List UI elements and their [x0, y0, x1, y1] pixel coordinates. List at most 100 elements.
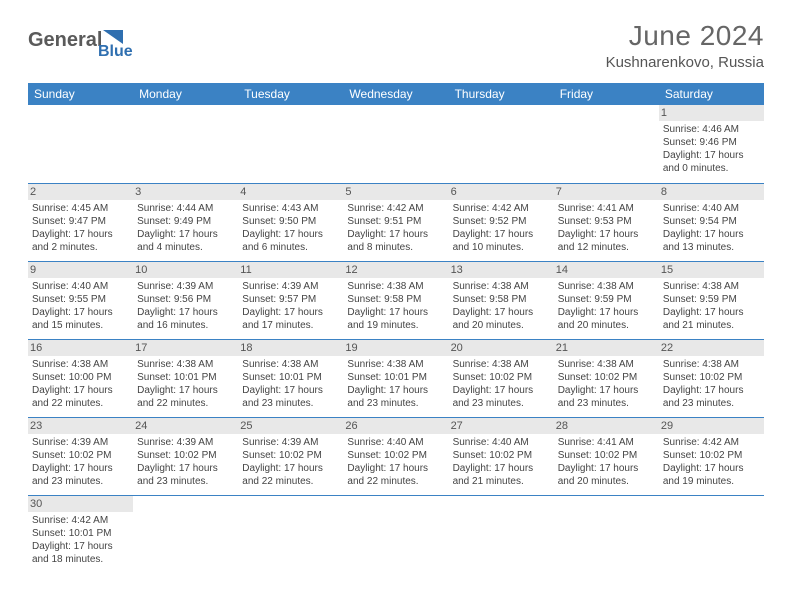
empty-cell [554, 105, 659, 183]
calendar-row: 16 Sunrise: 4:38 AM Sunset: 10:00 PM Daylig… [28, 339, 764, 417]
sunrise-line: Sunrise: 4:38 AM [663, 358, 760, 371]
day-cell: 9Sunrise: 4:40 AMSunset: 9:55 PMDaylight… [28, 261, 133, 339]
day-number: 27 [449, 418, 554, 434]
day-number: 8 [659, 184, 764, 200]
daylight-line: Daylight: 17 hours and 0 minutes. [663, 149, 760, 175]
sunset-line: Sunset: 10:02 PM [663, 449, 760, 462]
calendar-table: SundayMondayTuesdayWednesdayThursdayFrid… [28, 83, 764, 573]
day-number: 30 [28, 496, 133, 512]
sunrise-line: Sunrise: 4:38 AM [347, 358, 444, 371]
daylight-line: Daylight: 17 hours and 21 minutes. [663, 306, 760, 332]
sunrise-line: Sunrise: 4:39 AM [242, 280, 339, 293]
daylight-line: Daylight: 17 hours and 10 minutes. [453, 228, 550, 254]
weekday-header: Tuesday [238, 83, 343, 105]
sunset-line: Sunset: 10:02 PM [558, 449, 655, 462]
empty-cell [28, 105, 133, 183]
calendar-row: 30Sunrise: 4:42 AMSunset: 10:01 PMDaylig… [28, 495, 764, 573]
day-cell: 16Sunrise: 4:38 AMSunset: 10:00 PMDaylig… [28, 339, 133, 417]
sunrise-line: Sunrise: 4:40 AM [663, 202, 760, 215]
weekday-header-row: SundayMondayTuesdayWednesdayThursdayFrid… [28, 83, 764, 105]
sunset-line: Sunset: 10:02 PM [242, 449, 339, 462]
day-number: 3 [133, 184, 238, 200]
sunset-line: Sunset: 9:50 PM [242, 215, 339, 228]
day-number: 12 [343, 262, 448, 278]
sunrise-line: Sunrise: 4:38 AM [453, 280, 550, 293]
month-title: June 2024 [606, 20, 764, 52]
day-number: 2 [28, 184, 133, 200]
empty-cell [343, 105, 448, 183]
weekday-header: Saturday [659, 83, 764, 105]
sunrise-line: Sunrise: 4:38 AM [242, 358, 339, 371]
empty-cell [238, 105, 343, 183]
sunset-line: Sunset: 9:52 PM [453, 215, 550, 228]
daylight-line: Daylight: 17 hours and 2 minutes. [32, 228, 129, 254]
sunset-line: Sunset: 9:56 PM [137, 293, 234, 306]
sunset-line: Sunset: 9:57 PM [242, 293, 339, 306]
day-number: 25 [238, 418, 343, 434]
day-cell: 18Sunrise: 4:38 AMSunset: 10:01 PMDaylig… [238, 339, 343, 417]
daylight-line: Daylight: 17 hours and 13 minutes. [663, 228, 760, 254]
empty-cell [343, 495, 448, 573]
day-cell: 6Sunrise: 4:42 AMSunset: 9:52 PMDaylight… [449, 183, 554, 261]
sunset-line: Sunset: 10:00 PM [32, 371, 129, 384]
sunrise-line: Sunrise: 4:46 AM [663, 123, 760, 136]
day-number: 4 [238, 184, 343, 200]
sunrise-line: Sunrise: 4:38 AM [453, 358, 550, 371]
sunset-line: Sunset: 9:51 PM [347, 215, 444, 228]
day-cell: 29Sunrise: 4:42 AMSunset: 10:02 PMDaylig… [659, 417, 764, 495]
sunset-line: Sunset: 10:02 PM [663, 371, 760, 384]
empty-cell [659, 495, 764, 573]
daylight-line: Daylight: 17 hours and 20 minutes. [453, 306, 550, 332]
empty-cell [238, 495, 343, 573]
sunset-line: Sunset: 9:59 PM [663, 293, 760, 306]
weekday-header: Wednesday [343, 83, 448, 105]
sunset-line: Sunset: 9:49 PM [137, 215, 234, 228]
sunset-line: Sunset: 10:02 PM [453, 449, 550, 462]
daylight-line: Daylight: 17 hours and 22 minutes. [242, 462, 339, 488]
sunrise-line: Sunrise: 4:40 AM [453, 436, 550, 449]
day-number: 6 [449, 184, 554, 200]
day-number: 1 [659, 105, 764, 121]
location: Kushnarenkovo, Russia [606, 54, 764, 71]
sunrise-line: Sunrise: 4:38 AM [347, 280, 444, 293]
sunrise-line: Sunrise: 4:41 AM [558, 202, 655, 215]
day-number: 21 [554, 340, 659, 356]
logo-text-2: Blue [98, 43, 133, 58]
empty-cell [554, 495, 659, 573]
sunrise-line: Sunrise: 4:38 AM [558, 358, 655, 371]
daylight-line: Daylight: 17 hours and 4 minutes. [137, 228, 234, 254]
day-cell: 12Sunrise: 4:38 AMSunset: 9:58 PMDayligh… [343, 261, 448, 339]
empty-cell [133, 105, 238, 183]
sunset-line: Sunset: 10:01 PM [242, 371, 339, 384]
day-cell: 13Sunrise: 4:38 AMSunset: 9:58 PMDayligh… [449, 261, 554, 339]
sunset-line: Sunset: 9:58 PM [453, 293, 550, 306]
sunrise-line: Sunrise: 4:39 AM [242, 436, 339, 449]
day-cell: 17Sunrise: 4:38 AMSunset: 10:01 PMDaylig… [133, 339, 238, 417]
sunrise-line: Sunrise: 4:38 AM [558, 280, 655, 293]
sunrise-line: Sunrise: 4:45 AM [32, 202, 129, 215]
calendar-row: 23Sunrise: 4:39 AMSunset: 10:02 PMDaylig… [28, 417, 764, 495]
daylight-line: Daylight: 17 hours and 21 minutes. [453, 462, 550, 488]
daylight-line: Daylight: 17 hours and 19 minutes. [347, 306, 444, 332]
empty-cell [449, 105, 554, 183]
sunset-line: Sunset: 10:02 PM [32, 449, 129, 462]
day-number: 9 [28, 262, 133, 278]
sunrise-line: Sunrise: 4:41 AM [558, 436, 655, 449]
daylight-line: Daylight: 17 hours and 18 minutes. [32, 540, 129, 566]
sunset-line: Sunset: 9:55 PM [32, 293, 129, 306]
day-cell: 27 Sunrise: 4:40 AMSunset: 10:02 PMDaylig… [449, 417, 554, 495]
sunrise-line: Sunrise: 4:42 AM [663, 436, 760, 449]
logo-text-1: General [28, 29, 102, 51]
day-number: 28 [554, 418, 659, 434]
day-cell: 20Sunrise: 4:38 AMSunset: 10:02 PMDaylig… [449, 339, 554, 417]
daylight-line: Daylight: 17 hours and 16 minutes. [137, 306, 234, 332]
day-number: 5 [343, 184, 448, 200]
daylight-line: Daylight: 17 hours and 23 minutes. [663, 384, 760, 410]
day-number: 7 [554, 184, 659, 200]
sunset-line: Sunset: 9:53 PM [558, 215, 655, 228]
day-number: 16 [28, 340, 133, 356]
day-number: 10 [133, 262, 238, 278]
daylight-line: Daylight: 17 hours and 17 minutes. [242, 306, 339, 332]
day-cell: 19Sunrise: 4:38 AMSunset: 10:01 PMDaylig… [343, 339, 448, 417]
daylight-line: Daylight: 17 hours and 23 minutes. [453, 384, 550, 410]
